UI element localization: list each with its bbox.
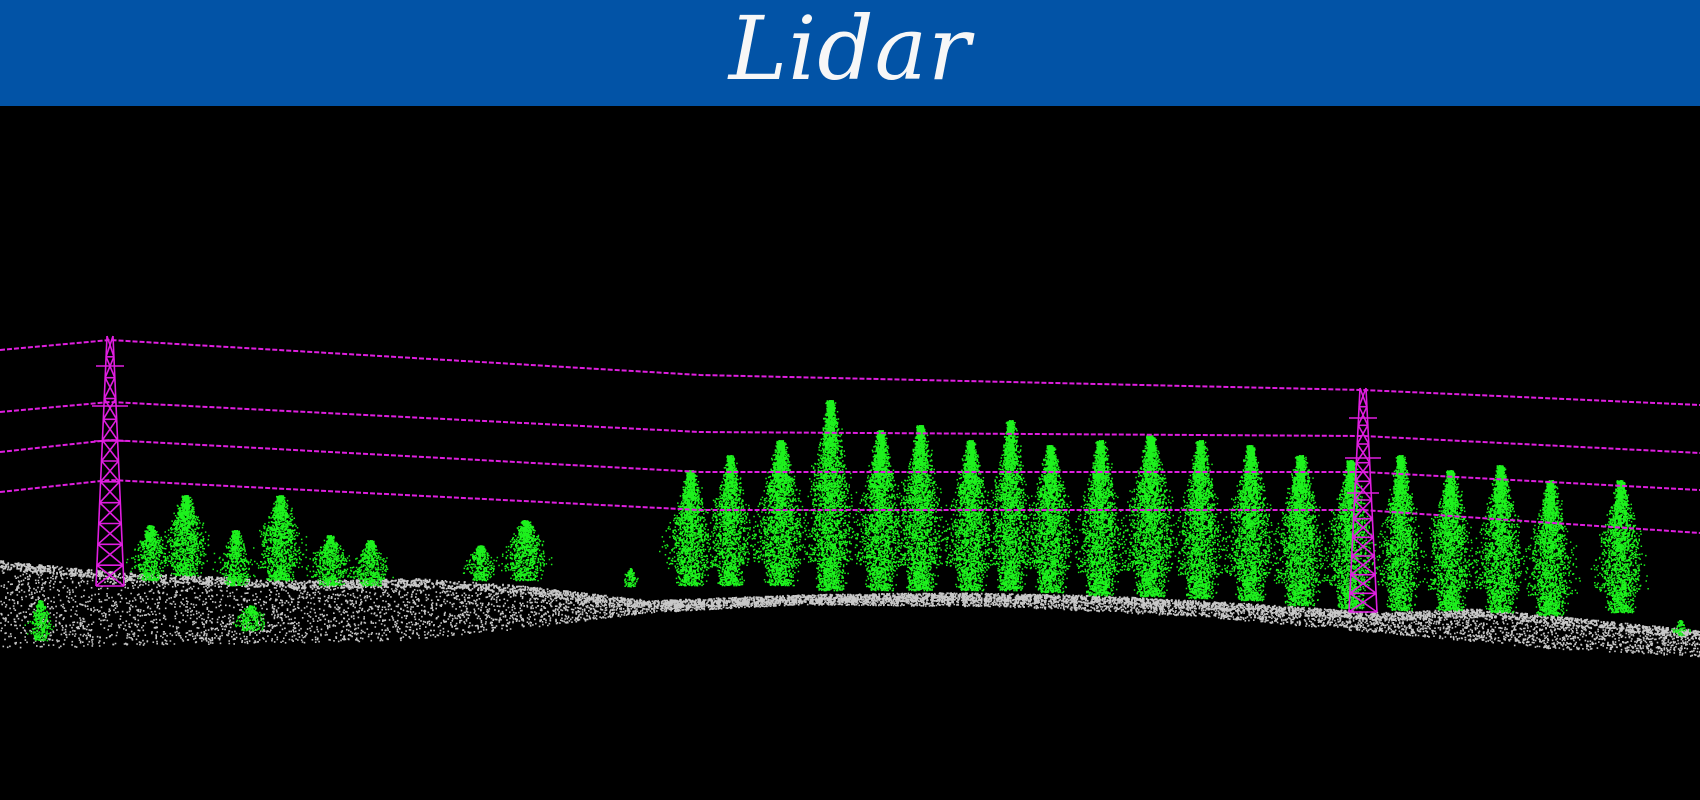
tower-left-strut [104,377,117,399]
tower-right-strut [1354,462,1371,482]
tower-right-strut [1349,574,1376,594]
tower-left-strut [100,439,119,462]
ground-surface [0,560,1700,658]
tree-21 [1220,445,1279,602]
scene-background [0,106,1700,800]
tree-24 [1371,455,1428,612]
tree-27 [1519,480,1581,617]
tower-right-strut [1358,406,1369,426]
tower-right-strut [1358,387,1367,407]
tree-29 [1671,620,1691,637]
tower-right-strut [1350,555,1375,576]
point-cloud-scene [0,106,1700,800]
tower-left-strut [102,398,117,420]
tower-right-strut [1352,518,1373,538]
tower-left [92,335,128,587]
tower-left-strut [98,502,121,525]
tree-1 [126,525,173,582]
tree-30 [24,600,55,642]
tree-26 [1470,465,1529,614]
tree-20 [1169,440,1231,600]
tree-25 [1423,470,1481,612]
tower-left-strut [105,335,114,358]
tower-right-strut [1356,424,1369,445]
tree-15 [940,440,1001,592]
tower-right-strut [1351,536,1374,557]
tree-28 [1590,480,1649,614]
tree-17 [1020,445,1079,594]
tower-right-strut [1353,499,1373,520]
tower-left-strut [97,522,122,545]
tree-31 [232,605,265,632]
tree-5 [305,535,356,587]
tower-left-strut [103,398,118,420]
tower-left-strut [106,335,115,358]
tree-19 [1118,435,1182,598]
tree-6 [349,540,394,587]
tower-right-strut [1348,592,1377,613]
tower-left-strut [95,564,124,587]
tower-right-strut [1353,480,1372,501]
tree-7 [462,545,500,582]
tower-left-strut [96,543,123,566]
power-lines [0,338,1700,534]
tree-10 [705,455,759,587]
tower-left-strut [99,460,120,483]
tree-11 [748,440,813,587]
tree-14 [891,425,951,592]
tower-left-strut [101,418,118,441]
tree-9 [659,470,721,587]
tower-left-strut [104,356,115,379]
tree-4 [253,495,311,582]
tower-right-strut [1357,424,1370,445]
tree-2 [156,495,216,577]
tower-left-strut [99,481,120,504]
power-line-3 [0,438,1700,491]
tree-8 [495,520,553,582]
tower-right-strut [1357,406,1368,426]
tree-16 [981,420,1039,592]
tree-32 [624,568,639,588]
tower-right [1345,387,1381,613]
tree-18 [1069,440,1131,597]
power-line-4 [0,478,1700,534]
transmission-towers [92,335,1381,613]
tree-3 [212,530,256,587]
vegetation-points [24,400,1691,642]
tower-right-strut [1355,443,1370,464]
tree-22 [1266,455,1333,607]
tower-left-strut [103,377,116,399]
power-line-2 [0,400,1700,454]
tower-right-strut [1359,387,1368,407]
ground-points [0,560,1700,658]
tree-13 [849,430,911,592]
tree-12 [799,400,861,592]
tower-left-strut [105,356,116,379]
title-banner: Lidar [0,0,1700,106]
power-line-1 [0,338,1700,406]
page-title: Lidar [728,0,972,100]
